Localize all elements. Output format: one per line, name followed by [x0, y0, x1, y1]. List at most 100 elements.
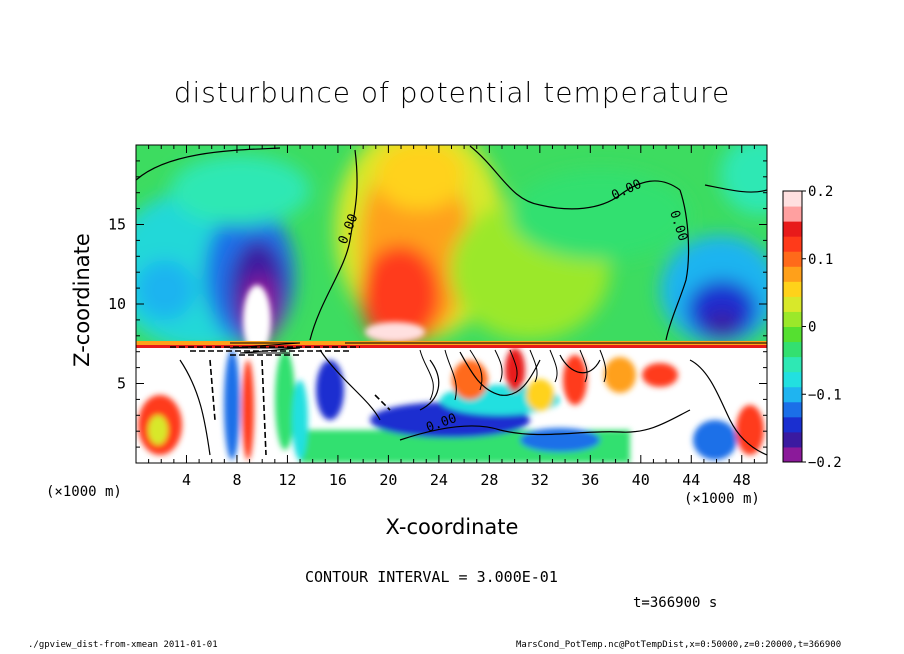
- plume-white-base: [365, 322, 425, 342]
- col-red-4: [563, 355, 587, 405]
- right-blue-low: [693, 420, 737, 460]
- right-red-1: [642, 363, 678, 387]
- colorbar-segment: [783, 386, 802, 403]
- lower-layer: [136, 341, 767, 463]
- colorbar-segment: [783, 191, 802, 207]
- colorbar-segment: [783, 416, 802, 433]
- left-top-cyan: [170, 155, 310, 225]
- contour-lower-6: [459, 351, 541, 396]
- colorbar-segment: [783, 296, 802, 312]
- contour-lower-1: [399, 409, 691, 441]
- col-red-2: [452, 360, 488, 400]
- dense-1: [229, 342, 301, 354]
- dashed-col-1: [261, 359, 267, 456]
- y-axis-label: Z-coordinate: [70, 233, 94, 367]
- y-axis: 5 10 15: [108, 160, 767, 448]
- colorbar-tick-label: −0.2: [808, 455, 842, 471]
- x-tick-label: 44: [682, 471, 700, 489]
- col-blue-1: [224, 350, 240, 460]
- col-green-1: [275, 350, 295, 450]
- x-tick-label: 24: [430, 471, 448, 489]
- col-blue-mid: [316, 360, 344, 420]
- y-tick-label: 5: [117, 375, 126, 393]
- colorbar-segment: [783, 266, 802, 282]
- col-orange-5: [604, 357, 636, 393]
- zero-contour-far-right: [704, 184, 767, 193]
- colorbar-segment: [783, 251, 802, 267]
- x-tick-label: 40: [632, 471, 650, 489]
- top-right-cyan: [720, 145, 767, 215]
- colorbar-segment: [783, 431, 802, 448]
- dashed-col-2: [209, 359, 216, 421]
- colorbar-segment: [783, 206, 802, 222]
- x-tick-label: 20: [379, 471, 397, 489]
- x-tick-label: 8: [232, 471, 241, 489]
- zero-contour-top-right: [469, 145, 681, 210]
- x-tick-label: 4: [182, 471, 191, 489]
- colorbar: 0.2 0.1 0 −0.1 −0.2: [782, 184, 842, 471]
- dense-2: [419, 349, 503, 401]
- x-tick-label: 32: [531, 471, 549, 489]
- x-tick-label: 36: [581, 471, 599, 489]
- colorbar-segment: [783, 236, 802, 252]
- footer-left: ./gpview_dist-from-xmean 2011-01-01: [28, 640, 218, 650]
- time-label: t=366900 s: [633, 595, 718, 611]
- contour-lower-7: [559, 354, 601, 374]
- x-axis: 4 8 12 16 20 24 28 32 36 40 44 48: [148, 145, 755, 489]
- right-purple-core: [704, 311, 740, 339]
- right-green: [510, 170, 690, 260]
- plume-red: [360, 245, 440, 345]
- upper-field: [136, 145, 767, 350]
- colorbar-segment: [783, 341, 802, 358]
- boundary-red: [136, 345, 767, 348]
- chart-title: disturbunce of potential temperature: [173, 76, 731, 109]
- zero-contour-plume-left: [309, 149, 358, 341]
- zero-contour-left: [136, 147, 281, 181]
- colorbar-tick-label: −0.1: [808, 387, 842, 403]
- colorbar-tick-label: 0.1: [808, 252, 833, 268]
- plot-area: [136, 145, 767, 463]
- colorbar-segment: [783, 281, 802, 297]
- col-red-3: [505, 348, 525, 392]
- colorbar-segment: [783, 311, 802, 327]
- boundary-dense-contours: [229, 342, 767, 401]
- contour-lower-3: [179, 359, 211, 456]
- y-tick-label: 10: [108, 295, 126, 313]
- colorbar-tick-label: 0.2: [808, 184, 833, 200]
- contours: [136, 145, 767, 456]
- bottom-blue-2: [520, 428, 600, 452]
- x-tick-label: 48: [733, 471, 751, 489]
- right-red-low: [736, 405, 764, 455]
- colorbar-segment: [783, 401, 802, 418]
- col-yellow-3: [526, 379, 554, 411]
- colorbar-segment: [783, 221, 802, 237]
- contour-interval: CONTOUR INTERVAL = 3.000E-01: [305, 568, 558, 586]
- left-white-core: [243, 285, 271, 355]
- col-cyan-2: [292, 380, 308, 460]
- zero-contour-right: [665, 189, 690, 341]
- left-red-inner: [148, 415, 168, 445]
- x-unit-right: (×1000 m): [684, 491, 760, 507]
- x-tick-label: 28: [480, 471, 498, 489]
- contour-lower-4: [319, 349, 381, 421]
- colorbar-segment: [783, 326, 802, 343]
- dense-3: [509, 349, 607, 383]
- farleft-blue: [136, 260, 195, 320]
- saturated-regions: [243, 285, 425, 355]
- contour-lower-2: [689, 359, 767, 456]
- dashed-contours: [170, 346, 391, 456]
- plume-top: [375, 145, 465, 210]
- colorbar-segment: [783, 371, 802, 388]
- dashed-col-3: [374, 394, 391, 411]
- contour-lower-5: [419, 359, 440, 411]
- y-tick-label: 15: [108, 216, 126, 234]
- x-tick-label: 12: [278, 471, 296, 489]
- x-tick-label: 16: [329, 471, 347, 489]
- x-unit-left: (×1000 m): [46, 484, 122, 500]
- colorbar-segment: [783, 446, 802, 463]
- colorbar-tick-label: 0: [808, 320, 816, 336]
- colorbar-segment: [783, 356, 802, 373]
- footer-right: MarsCond_PotTemp.nc@PotTempDist,x=0:5000…: [516, 640, 842, 650]
- x-axis-label: X-coordinate: [385, 515, 519, 539]
